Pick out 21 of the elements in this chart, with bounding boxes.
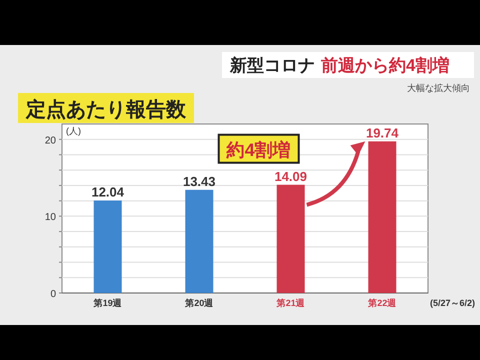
bar: [368, 141, 396, 293]
chart-subtitle: 大幅な拡大傾向: [407, 83, 470, 93]
data-label: 19.74: [366, 125, 400, 140]
y-tick-label: 20: [44, 135, 56, 146]
annotation: 約4割増: [226, 138, 291, 160]
y-tick-label: 10: [44, 212, 56, 224]
y-axis-title: (人): [66, 126, 81, 136]
bar: [94, 200, 122, 293]
data-label: 13.43: [182, 174, 216, 189]
data-label: 14.09: [274, 168, 308, 184]
bar: [276, 184, 305, 293]
y-tick-label: 0: [50, 289, 56, 300]
text: (5/27～6/2): [430, 298, 476, 308]
chart-title: 新型コロナ 前週から約4割増: [229, 55, 450, 75]
x-tick-label: 第22週: [367, 298, 398, 308]
x-tick-label: 第19週: [92, 298, 123, 308]
text: 定点あたり報告数: [25, 98, 187, 121]
x-tick-label: 第21週: [276, 298, 306, 308]
data-label: 12.04: [91, 184, 125, 200]
bar: [185, 190, 214, 293]
x-tick-label: 第20週: [184, 298, 214, 308]
